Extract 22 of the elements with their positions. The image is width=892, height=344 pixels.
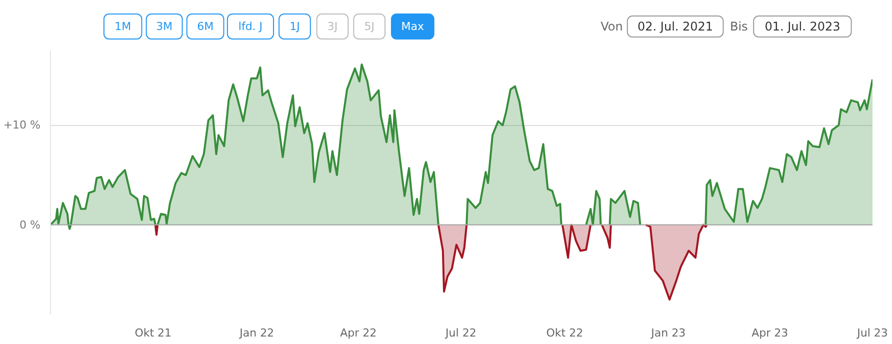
y-tick-label: +10 % — [3, 118, 41, 132]
text: 1M — [114, 20, 132, 33]
text: 6M — [197, 20, 214, 33]
x-tick-label: Okt 21 — [134, 326, 172, 340]
text: Von — [600, 20, 623, 34]
text: 02. Jul. 2021 — [638, 20, 714, 34]
text: 5J — [364, 20, 374, 33]
x-tick-label: Okt 22 — [546, 326, 584, 340]
x-tick-label: Jul 22 — [444, 326, 476, 340]
y-tick-label: 0 % — [20, 218, 41, 232]
text: 3M — [156, 20, 173, 33]
text: 3J — [327, 20, 338, 33]
x-tick-label: Jul 23 — [856, 326, 888, 340]
text: 01. Jul. 2023 — [764, 20, 840, 34]
text: lfd. J — [238, 20, 263, 33]
x-tick-label: Apr 22 — [340, 326, 377, 340]
text: Max — [401, 20, 425, 33]
text: 1J — [290, 20, 300, 33]
x-tick-label: Jan 23 — [650, 326, 686, 340]
text: Bis — [730, 20, 748, 34]
x-tick-label: Jan 22 — [238, 326, 274, 340]
x-tick-label: Apr 23 — [752, 326, 788, 340]
